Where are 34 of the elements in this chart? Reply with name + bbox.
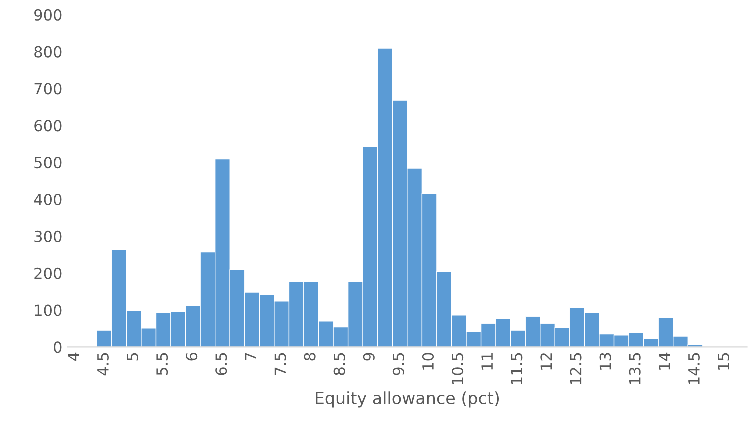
y-tick-label: 400 — [34, 194, 62, 206]
x-tick-label: 6.5 — [216, 353, 228, 376]
x-tick-label: 4 — [68, 352, 80, 362]
x-tick-label: 10 — [422, 353, 434, 370]
y-tick-label: 300 — [34, 230, 62, 242]
x-tick-label: 12 — [540, 354, 552, 370]
x-tick-label: 13 — [600, 353, 612, 370]
x-tick-label: 13.5 — [629, 353, 641, 384]
x-tick-label: 4.5 — [98, 353, 109, 376]
x-tick-label: 14 — [659, 352, 670, 370]
x-tick-label: 5.5 — [156, 353, 168, 376]
x-tick-label: 11 — [482, 353, 493, 370]
y-tick-label: 600 — [34, 120, 62, 132]
x-tick-label: 11.5 — [511, 353, 523, 384]
x-tick-label: 8 — [304, 353, 316, 361]
x-tick-label: 14.5 — [688, 353, 700, 384]
x-tick-label: 5 — [127, 353, 139, 361]
x-tick-label: 7 — [245, 353, 256, 361]
x-tick-label: 10.5 — [452, 353, 464, 384]
x-tick-label: 6 — [186, 353, 198, 361]
y-tick-label: 500 — [34, 157, 62, 169]
x-tick-label: 7.5 — [274, 353, 286, 376]
x-axis-title: Equity allowance (pct) — [316, 392, 500, 408]
y-tick-label: 900 — [34, 9, 62, 21]
y-tick-label: 100 — [35, 304, 62, 316]
y-tick-label: 200 — [34, 268, 62, 280]
x-tick-label: 9.5 — [392, 353, 404, 376]
y-tick-label: 800 — [34, 46, 62, 58]
x-tick-label: 15 — [718, 353, 730, 370]
x-tick-label: 9 — [363, 353, 375, 361]
x-tick-label: 12.5 — [570, 353, 582, 384]
y-tick-label: 700 — [34, 83, 62, 95]
y-tick-label: 0 — [54, 342, 62, 354]
x-tick-label: 8.5 — [334, 353, 346, 376]
